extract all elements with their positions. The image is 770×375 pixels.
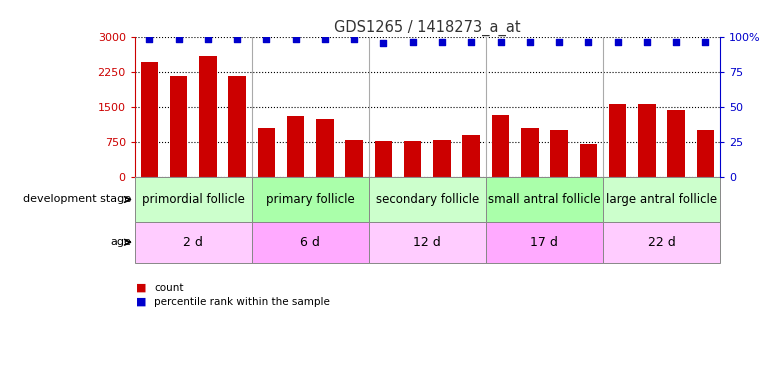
- Bar: [135, 177, 252, 222]
- Text: large antral follicle: large antral follicle: [606, 193, 717, 206]
- Text: percentile rank within the sample: percentile rank within the sample: [154, 297, 330, 307]
- Point: [407, 39, 419, 45]
- Point: [143, 36, 156, 42]
- Text: 2 d: 2 d: [183, 236, 203, 249]
- Text: primary follicle: primary follicle: [266, 193, 355, 206]
- Text: count: count: [154, 284, 183, 293]
- Point: [436, 39, 448, 45]
- Bar: [603, 222, 720, 262]
- Bar: [375, 141, 392, 177]
- Point: [377, 40, 390, 46]
- Bar: [252, 222, 369, 262]
- Bar: [486, 222, 603, 262]
- Point: [582, 39, 594, 45]
- Text: ■: ■: [136, 297, 147, 306]
- Bar: [369, 222, 486, 262]
- Point: [260, 36, 273, 42]
- Bar: [638, 104, 655, 177]
- Bar: [609, 105, 626, 177]
- Text: 12 d: 12 d: [413, 236, 441, 249]
- Point: [465, 39, 477, 45]
- Point: [494, 39, 507, 45]
- Bar: [346, 140, 363, 177]
- Text: 22 d: 22 d: [648, 236, 675, 249]
- Text: 17 d: 17 d: [531, 236, 558, 249]
- Text: secondary follicle: secondary follicle: [376, 193, 479, 206]
- Point: [670, 39, 682, 45]
- Bar: [463, 135, 480, 177]
- Bar: [258, 128, 275, 177]
- Bar: [199, 56, 216, 177]
- Bar: [697, 130, 714, 177]
- Text: small antral follicle: small antral follicle: [488, 193, 601, 206]
- Point: [553, 39, 565, 45]
- Bar: [252, 177, 369, 222]
- Point: [611, 39, 624, 45]
- Point: [319, 36, 331, 42]
- Bar: [316, 119, 333, 177]
- Bar: [287, 116, 304, 177]
- Point: [641, 39, 653, 45]
- Text: 6 d: 6 d: [300, 236, 320, 249]
- Bar: [492, 115, 509, 177]
- Bar: [603, 177, 720, 222]
- Point: [699, 39, 711, 45]
- Bar: [170, 76, 187, 177]
- Bar: [486, 177, 603, 222]
- Point: [290, 36, 302, 42]
- Bar: [551, 130, 567, 177]
- Text: development stage: development stage: [23, 195, 131, 204]
- Point: [348, 36, 360, 42]
- Text: ■: ■: [136, 283, 147, 292]
- Point: [172, 36, 185, 42]
- Bar: [141, 62, 158, 177]
- Text: primordial follicle: primordial follicle: [142, 193, 245, 206]
- Bar: [668, 110, 685, 177]
- Bar: [404, 141, 421, 177]
- Bar: [369, 177, 486, 222]
- Point: [231, 36, 243, 42]
- Title: GDS1265 / 1418273_a_at: GDS1265 / 1418273_a_at: [334, 20, 521, 36]
- Bar: [135, 222, 252, 262]
- Point: [202, 36, 214, 42]
- Point: [524, 39, 536, 45]
- Bar: [434, 140, 450, 177]
- Bar: [580, 144, 597, 177]
- Bar: [521, 128, 538, 177]
- Text: age: age: [110, 237, 131, 247]
- Bar: [229, 76, 246, 177]
